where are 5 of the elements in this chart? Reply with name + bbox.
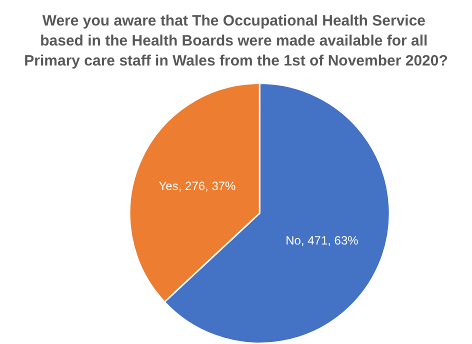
- chart-title: Were you aware that The Occupational Health Service based in the Health Boards were made available for all Primary care staff in Wales from the 1st of November 2020?: [24, 12, 448, 70]
- slice-label: No: [286, 233, 302, 248]
- data-label: , 276, 37%: [178, 179, 236, 194]
- slice-label: Yes: [158, 179, 178, 194]
- data-label: , 471, 63%: [300, 233, 359, 248]
